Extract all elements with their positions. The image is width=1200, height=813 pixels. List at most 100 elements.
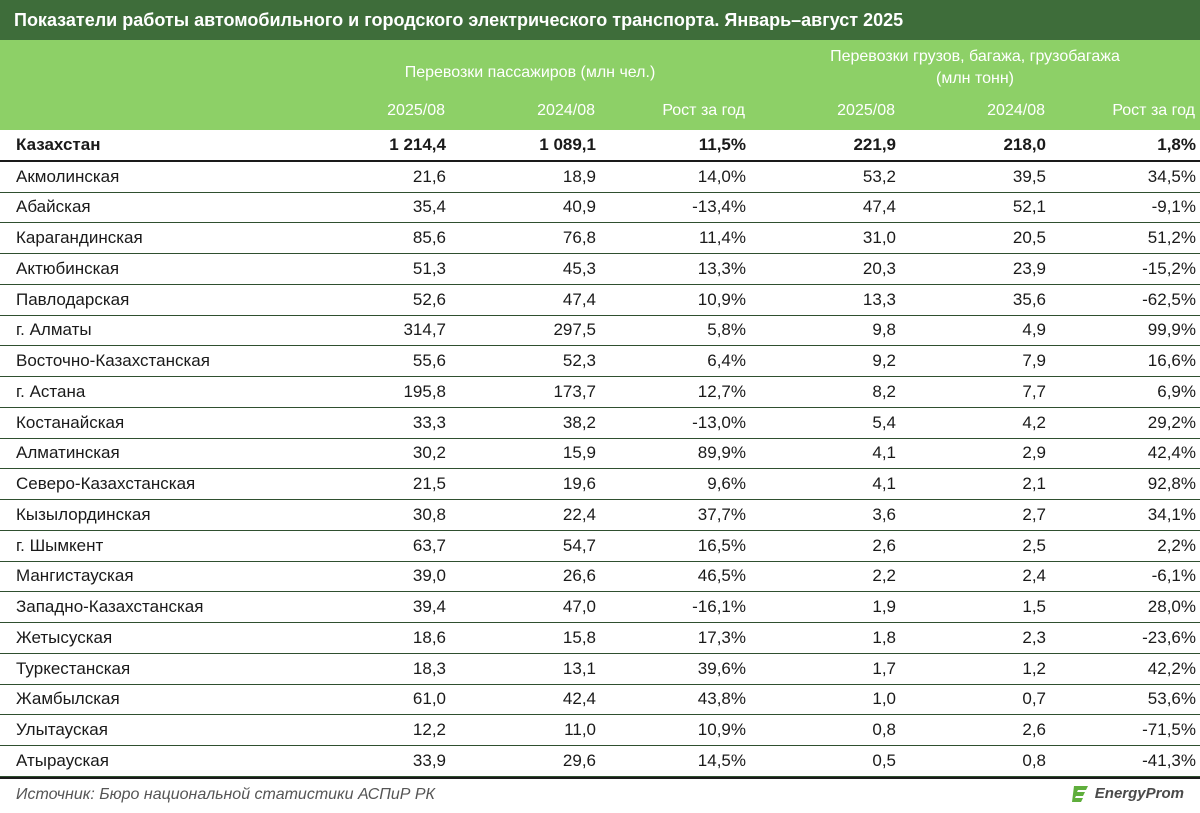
- passengers-2024-cell: 52,3: [450, 345, 600, 377]
- passengers-growth-cell: 17,3%: [600, 622, 750, 654]
- cargo-2024-cell: 7,7: [900, 376, 1050, 408]
- cargo-growth-cell: 53,6%: [1050, 684, 1200, 716]
- cargo-growth-cell: 16,6%: [1050, 345, 1200, 377]
- table-title-bar: Показатели работы автомобильного и город…: [0, 0, 1200, 40]
- passengers-2024-cell: 29,6: [450, 745, 600, 777]
- cargo-2025-cell: 0,5: [750, 745, 900, 777]
- cargo-2025-cell: 8,2: [750, 376, 900, 408]
- region-name-cell: г. Алматы: [0, 315, 300, 347]
- cargo-growth-cell: 34,5%: [1050, 160, 1200, 193]
- passengers-growth-cell: -13,0%: [600, 407, 750, 439]
- cargo-2024-cell: 52,1: [900, 192, 1050, 224]
- table-row: Актюбинская 51,3 45,3 13,3% 20,3 23,9 -15,2%: [0, 253, 1200, 285]
- cargo-2025-cell: 2,2: [750, 561, 900, 593]
- passengers-2025-cell: 21,6: [300, 160, 450, 193]
- passengers-growth-cell: 9,6%: [600, 468, 750, 500]
- cargo-growth-cell: 92,8%: [1050, 468, 1200, 500]
- region-name-cell: Актюбинская: [0, 253, 300, 285]
- cargo-2025-cell: 9,8: [750, 315, 900, 347]
- passengers-group-label: Перевозки пассажиров (млн чел.): [404, 64, 656, 81]
- region-name-cell: Павлодарская: [0, 284, 300, 316]
- cargo-2025-cell: 20,3: [750, 253, 900, 285]
- passengers-growth-cell: 12,7%: [600, 376, 750, 408]
- table-row: г. Алматы 314,7 297,5 5,8% 9,8 4,9 99,9%: [0, 315, 1200, 347]
- cargo-2025-cell: 47,4: [750, 192, 900, 224]
- passengers-2025-cell: 33,3: [300, 407, 450, 439]
- passengers-growth-cell: 10,9%: [600, 284, 750, 316]
- table-row: Восточно-Казахстанская 55,6 52,3 6,4% 9,2 7,9…: [0, 345, 1200, 377]
- cargo-2024-cell: 20,5: [900, 222, 1050, 254]
- cargo-growth-cell: 28,0%: [1050, 591, 1200, 623]
- region-name-cell: Восточно-Казахстанская: [0, 345, 300, 377]
- region-name-cell: Кызылординская: [0, 499, 300, 531]
- column-header-passengers-growth: Рост за год: [662, 102, 745, 119]
- passengers-2025-cell: 30,2: [300, 438, 450, 470]
- cargo-2024-cell: 7,9: [900, 345, 1050, 377]
- passengers-2024-cell: 47,4: [450, 284, 600, 316]
- table-footer: Источник: Бюро национальной статистики А…: [0, 776, 1200, 813]
- cargo-2025-cell: 2,6: [750, 530, 900, 562]
- table-row: Атырауская 33,9 29,6 14,5% 0,5 0,8 -41,3%: [0, 745, 1200, 777]
- passengers-2024-cell: 47,0: [450, 591, 600, 623]
- region-name-cell: Атырауская: [0, 745, 300, 777]
- table-row: Туркестанская 18,3 13,1 39,6% 1,7 1,2 42,2%: [0, 653, 1200, 685]
- cargo-growth-cell: -62,5%: [1050, 284, 1200, 316]
- passengers-growth-cell: 37,7%: [600, 499, 750, 531]
- cargo-2024-cell: 0,8: [900, 745, 1050, 777]
- passengers-2024-cell: 38,2: [450, 407, 600, 439]
- passengers-2025-cell: 39,4: [300, 591, 450, 623]
- passengers-growth-cell: 43,8%: [600, 684, 750, 716]
- column-header-cargo-2025: 2025/08: [837, 102, 895, 119]
- table-row: Жетысуская 18,6 15,8 17,3% 1,8 2,3 -23,6%: [0, 622, 1200, 654]
- passengers-2024-cell: 42,4: [450, 684, 600, 716]
- region-name-cell: Абайская: [0, 192, 300, 224]
- cargo-growth-cell: 51,2%: [1050, 222, 1200, 254]
- passengers-2025-cell: 33,9: [300, 745, 450, 777]
- passengers-growth-cell: 14,0%: [600, 160, 750, 193]
- cargo-2025-cell: 0,8: [750, 714, 900, 746]
- cargo-2025-cell: 4,1: [750, 438, 900, 470]
- passengers-growth-cell: 46,5%: [600, 561, 750, 593]
- passengers-2024-cell: 54,7: [450, 530, 600, 562]
- cargo-growth-cell: 42,2%: [1050, 653, 1200, 685]
- passengers-growth-cell: 39,6%: [600, 653, 750, 685]
- cargo-2025-cell: 1,7: [750, 653, 900, 685]
- region-name-cell: Карагандинская: [0, 222, 300, 254]
- table-row: Карагандинская 85,6 76,8 11,4% 31,0 20,5 51,2%: [0, 222, 1200, 254]
- cargo-2025-cell: 53,2: [750, 160, 900, 193]
- cargo-2024-cell: 4,9: [900, 315, 1050, 347]
- table-row: Абайская 35,4 40,9 -13,4% 47,4 52,1 -9,1%: [0, 192, 1200, 224]
- column-header-passengers-2024: 2024/08: [537, 102, 595, 119]
- source-note: Источник: Бюро национальной статистики А…: [16, 785, 435, 803]
- region-name-cell: Мангистауская: [0, 561, 300, 593]
- passengers-2025-cell: 18,3: [300, 653, 450, 685]
- cargo-2024-cell: 2,4: [900, 561, 1050, 593]
- passengers-2024-cell: 297,5: [450, 315, 600, 347]
- passengers-2024-cell: 76,8: [450, 222, 600, 254]
- table-body: Казахстан 1 214,4 1 089,1 11,5% 221,9 218,0 1,…: [0, 130, 1200, 777]
- cargo-2025-cell: 13,3: [750, 284, 900, 316]
- table-header: Перевозки пассажиров (млн чел.) Перевозк…: [0, 40, 1200, 130]
- region-name-cell: Улытауская: [0, 714, 300, 746]
- energyprom-logo-icon: [1071, 785, 1088, 802]
- passengers-2024-cell: 1 089,1: [450, 130, 600, 162]
- passengers-group-header: Перевозки пассажиров (млн чел.): [310, 62, 750, 84]
- logo-text: EnergyProm: [1094, 785, 1184, 803]
- cargo-2024-cell: 2,1: [900, 468, 1050, 500]
- data-table: Казахстан 1 214,4 1 089,1 11,5% 221,9 218,0 1,…: [0, 130, 1200, 777]
- cargo-2025-cell: 31,0: [750, 222, 900, 254]
- cargo-growth-cell: -9,1%: [1050, 192, 1200, 224]
- table-row: Костанайская 33,3 38,2 -13,0% 5,4 4,2 29,2%: [0, 407, 1200, 439]
- cargo-2024-cell: 39,5: [900, 160, 1050, 193]
- passengers-growth-cell: 6,4%: [600, 345, 750, 377]
- cargo-2024-cell: 2,7: [900, 499, 1050, 531]
- region-name-cell: Костанайская: [0, 407, 300, 439]
- passengers-growth-cell: 14,5%: [600, 745, 750, 777]
- passengers-2024-cell: 18,9: [450, 160, 600, 193]
- region-name-cell: Туркестанская: [0, 653, 300, 685]
- passengers-2025-cell: 314,7: [300, 315, 450, 347]
- column-header-cargo-growth: Рост за год: [1112, 102, 1195, 119]
- cargo-2024-cell: 218,0: [900, 130, 1050, 162]
- cargo-2024-cell: 4,2: [900, 407, 1050, 439]
- cargo-growth-cell: -23,6%: [1050, 622, 1200, 654]
